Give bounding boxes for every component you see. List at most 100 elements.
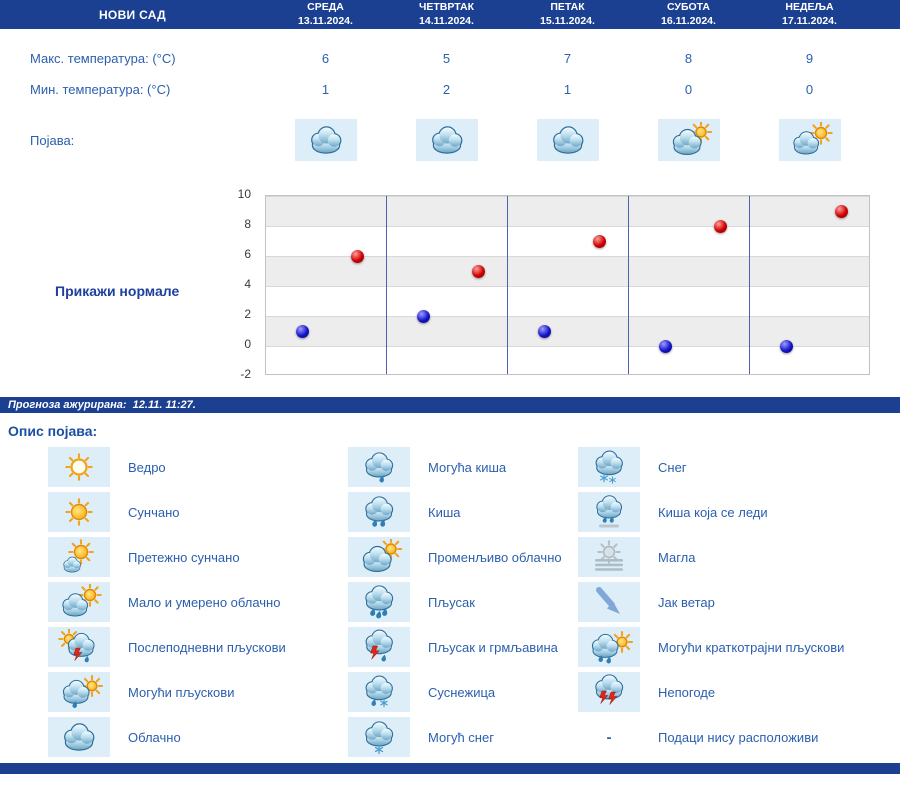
y-axis-label: 2 xyxy=(244,307,251,321)
show-normals-link[interactable]: Прикажи нормале xyxy=(55,283,180,299)
max-temp-point xyxy=(472,264,486,278)
short-showers-icon xyxy=(578,627,640,667)
min-temp-point xyxy=(537,324,551,338)
temperature-value: 9 xyxy=(805,51,814,66)
legend-item: Сунчано xyxy=(0,492,300,532)
legend-label: Киша која се леди xyxy=(658,504,768,520)
row-label: Мин. температура: (°C) xyxy=(30,82,171,97)
day-header: НЕДЕЉА 17.11.2024. xyxy=(749,1,870,28)
legend-item: Киша која се леди xyxy=(530,492,900,532)
temperature-value: 0 xyxy=(684,82,693,97)
legend-label: Могућ снег xyxy=(428,729,494,745)
temperature-value: 1 xyxy=(321,82,330,97)
temperature-value: 2 xyxy=(442,82,451,97)
temperature-chart-section: Прикажи нормале 10 8 6 4 2 0 -2 xyxy=(0,187,900,381)
legend-title: Опис појава: xyxy=(8,423,98,439)
forecast-row: Мин. температура: (°C) 1 2 1 0 0 xyxy=(0,74,900,105)
bottom-bar xyxy=(0,763,900,774)
day-name: СРЕДА xyxy=(307,0,344,13)
status-bar: Прогноза ажурирана: 12.11. 11:27. xyxy=(0,397,900,413)
max-temp-point xyxy=(351,249,365,263)
legend-label: Подаци нису расположиви xyxy=(658,729,819,745)
legend-item: Магла xyxy=(530,537,900,577)
legend-label: Јак ветар xyxy=(658,594,715,610)
legend-item: Јак ветар xyxy=(530,582,900,622)
legend-label: Киша xyxy=(428,504,461,520)
legend-label: Снег xyxy=(658,459,687,475)
legend-item: Пљусак и грмљавина xyxy=(300,627,558,667)
day-name: ЧЕТВРТАК xyxy=(419,0,474,13)
afternoon-showers-icon xyxy=(48,627,110,667)
legend-label: Облачно xyxy=(128,729,181,745)
temperature-rows: Макс. температура: (°C) 6 5 7 8 9 Мин. темпера… xyxy=(0,43,900,105)
day-header: ЧЕТВРТАК 14.11.2024. xyxy=(386,1,507,28)
max-temp-point xyxy=(593,234,607,248)
partly-cloudy-sun-icon xyxy=(778,119,841,161)
snow-icon xyxy=(578,447,640,487)
legend-item: Могући краткотрајни пљускови xyxy=(530,627,900,667)
legend-item: Снег xyxy=(530,447,900,487)
day-date: 17.11.2024. xyxy=(782,14,837,27)
shower-thunder-icon xyxy=(348,627,410,667)
day-separator-line xyxy=(507,196,508,374)
phenomena-label: Појава: xyxy=(30,132,75,148)
y-axis-label: 8 xyxy=(244,217,251,231)
rain-icon xyxy=(348,492,410,532)
phenomena-row: Појава: xyxy=(0,119,900,161)
sunny-icon xyxy=(48,492,110,532)
phenomena-cell xyxy=(507,119,628,161)
legend-label: Сунчано xyxy=(128,504,180,520)
possible-rain-icon xyxy=(348,447,410,487)
max-temp-point xyxy=(714,219,728,233)
y-axis-label: 10 xyxy=(237,187,251,201)
day-separator-line xyxy=(749,196,750,374)
day-date: 15.11.2024. xyxy=(540,14,595,27)
y-axis-label: 0 xyxy=(244,337,251,351)
min-temp-point xyxy=(416,309,430,323)
cloudy-icon xyxy=(294,119,357,161)
legend-item: Могућ снег xyxy=(300,717,530,757)
phenomena-cell xyxy=(749,119,870,161)
legend-item: Облачно xyxy=(0,717,300,757)
day-separator-line xyxy=(628,196,629,374)
forecast-row: Макс. температура: (°C) 6 5 7 8 9 xyxy=(0,43,900,74)
legend-label: Послеподневни пљускови xyxy=(128,639,286,655)
temperature-value: 1 xyxy=(563,82,572,97)
clear-icon xyxy=(48,447,110,487)
strong-wind-icon xyxy=(578,582,640,622)
legend-item: Послеподневни пљускови xyxy=(0,627,300,667)
plot-wrap: 10 8 6 4 2 0 -2 xyxy=(238,187,872,381)
partly-cloudy-sun-icon xyxy=(48,582,110,622)
day-header: СУБОТА 16.11.2024. xyxy=(628,1,749,28)
day-name: СУБОТА xyxy=(666,0,711,13)
legend-item: Мало и умерено облачно xyxy=(0,582,300,622)
shower-icon xyxy=(348,582,410,622)
day-headers: СРЕДА 13.11.2024. ЧЕТВРТАК 14.11.2024. ПЕТАК… xyxy=(265,1,870,28)
variable-cloudy-icon xyxy=(348,537,410,577)
legend-label: Могућа киша xyxy=(428,459,507,475)
temperature-value: 8 xyxy=(684,51,693,66)
temperature-value: 7 xyxy=(563,51,572,66)
max-temp-point xyxy=(835,204,849,218)
y-axis-label: 4 xyxy=(244,277,251,291)
day-date: 14.11.2024. xyxy=(419,14,474,27)
legend-label: Пљусак и грмљавина xyxy=(428,639,558,655)
day-date: 13.11.2024. xyxy=(298,14,353,27)
phenomena-cell xyxy=(628,119,749,161)
temperature-plot xyxy=(265,195,870,375)
y-axis-label: 6 xyxy=(244,247,251,261)
legend-item: Променљиво облачно xyxy=(300,537,562,577)
legend-item: - Подаци нису расположиви xyxy=(530,717,900,757)
legend-item: Пљусак xyxy=(300,582,530,622)
day-header: ПЕТАК 15.11.2024. xyxy=(507,1,628,28)
legend-label: Ведро xyxy=(128,459,166,475)
min-temp-point xyxy=(295,324,309,338)
legend-label: Претежно сунчано xyxy=(128,549,240,565)
phenomena-cell xyxy=(265,119,386,161)
legend-label: Могући пљускови xyxy=(128,684,235,700)
variable-cloudy-icon xyxy=(657,119,720,161)
storm-icon xyxy=(578,672,640,712)
legend-item: Могућа киша xyxy=(300,447,530,487)
phenomena-icons xyxy=(265,119,870,161)
